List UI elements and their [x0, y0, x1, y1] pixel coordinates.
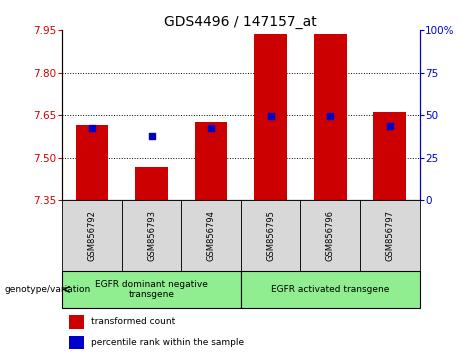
Point	[326, 114, 334, 119]
Bar	[69, 336, 84, 349]
Text: GSM856796: GSM856796	[325, 210, 335, 261]
Point	[267, 114, 274, 119]
Text: GSM856795: GSM856795	[266, 210, 275, 261]
Text: GSM856793: GSM856793	[147, 210, 156, 261]
Text: percentile rank within the sample: percentile rank within the sample	[91, 338, 244, 347]
Bar	[314, 34, 347, 200]
Point	[148, 133, 155, 139]
Text: GSM856794: GSM856794	[207, 210, 216, 261]
Bar	[122, 200, 181, 271]
Bar	[195, 122, 227, 200]
Bar	[301, 200, 360, 271]
Text: transformed count: transformed count	[91, 317, 175, 326]
Point	[89, 125, 96, 131]
Text: GSM856792: GSM856792	[88, 210, 96, 261]
Text: EGFR activated transgene: EGFR activated transgene	[271, 285, 390, 294]
Bar	[373, 112, 406, 200]
Bar	[241, 200, 301, 271]
Point	[386, 124, 393, 129]
Bar	[62, 271, 241, 308]
Bar	[62, 200, 122, 271]
Bar	[241, 271, 420, 308]
Text: genotype/variation: genotype/variation	[5, 285, 91, 294]
Bar	[254, 34, 287, 200]
Bar	[76, 125, 108, 200]
Bar	[181, 200, 241, 271]
Title: GDS4496 / 147157_at: GDS4496 / 147157_at	[165, 15, 317, 29]
Bar	[360, 200, 420, 271]
Text: GSM856797: GSM856797	[385, 210, 394, 261]
Bar	[135, 167, 168, 200]
Bar	[69, 315, 84, 329]
Text: EGFR dominant negative
transgene: EGFR dominant negative transgene	[95, 280, 208, 299]
Point	[207, 125, 215, 131]
